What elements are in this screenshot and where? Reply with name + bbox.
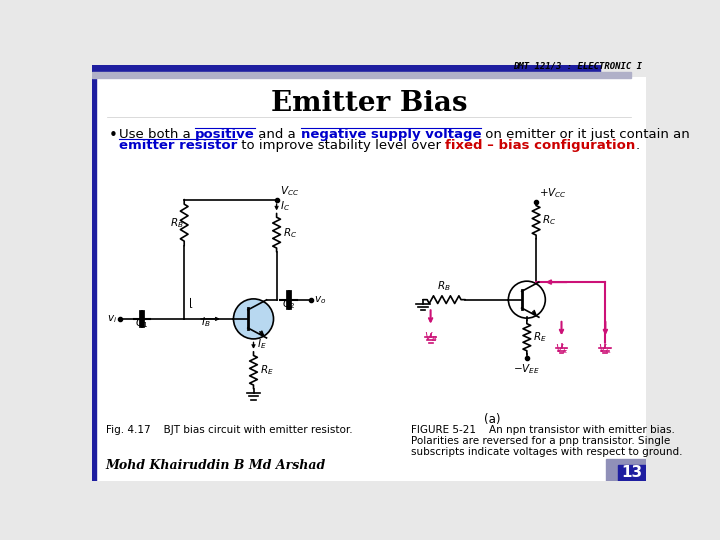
Text: $v_i$: $v_i$: [107, 313, 117, 325]
Text: DMT 121/3 : ELECTRONIC I: DMT 121/3 : ELECTRONIC I: [513, 62, 642, 71]
Text: and a: and a: [254, 128, 300, 141]
Text: $+V_{CC}$: $+V_{CC}$: [539, 186, 567, 200]
Text: $R_E$: $R_E$: [533, 330, 546, 344]
Text: subscripts indicate voltages with respect to ground.: subscripts indicate voltages with respec…: [411, 447, 683, 457]
Bar: [618, 465, 647, 481]
Text: FIGURE 5-21    An npn transistor with emitter bias.: FIGURE 5-21 An npn transistor with emitt…: [411, 425, 675, 435]
Text: $I_B$: $I_B$: [201, 315, 211, 329]
Text: $V_B$: $V_B$: [424, 330, 438, 345]
Bar: [92, 72, 631, 78]
Text: $I_E$: $I_E$: [256, 337, 266, 351]
Text: •: •: [109, 128, 117, 143]
Text: $R_C$: $R_C$: [283, 226, 297, 240]
Text: .: .: [636, 139, 639, 152]
Text: $v_o$: $v_o$: [315, 294, 327, 306]
Text: $R_B$: $R_B$: [437, 280, 451, 293]
Text: negative supply voltage: negative supply voltage: [300, 128, 481, 141]
Text: Fig. 4.17    BJT bias circuit with emitter resistor.: Fig. 4.17 BJT bias circuit with emitter …: [106, 425, 352, 435]
Text: Use both a: Use both a: [119, 128, 194, 141]
Text: $C_1$: $C_1$: [135, 316, 148, 330]
Text: emitter resistor: emitter resistor: [119, 139, 237, 152]
Bar: [606, 459, 647, 481]
Text: $I_C$: $I_C$: [279, 199, 289, 213]
Text: fixed – bias configuration: fixed – bias configuration: [445, 139, 636, 152]
Text: Polarities are reversed for a pnp transistor. Single: Polarities are reversed for a pnp transi…: [411, 436, 670, 446]
Text: $V_C$: $V_C$: [598, 342, 613, 356]
Text: $V_{CC}$: $V_{CC}$: [279, 184, 299, 198]
Bar: [92, 65, 96, 481]
Text: $R_E$: $R_E$: [260, 363, 274, 377]
Text: to improve stability level over: to improve stability level over: [237, 139, 445, 152]
Text: positive: positive: [194, 128, 254, 141]
Text: 13: 13: [621, 465, 642, 481]
Text: $\lfloor$: $\lfloor$: [188, 296, 194, 310]
Bar: [92, 65, 600, 72]
Text: (a): (a): [484, 413, 500, 426]
Text: Emitter Bias: Emitter Bias: [271, 90, 467, 117]
Text: on emitter or it just contain an: on emitter or it just contain an: [481, 128, 690, 141]
Circle shape: [233, 299, 274, 339]
Text: $V_E$: $V_E$: [554, 342, 568, 356]
Text: $R_B$: $R_B$: [171, 216, 184, 229]
Text: $R_C$: $R_C$: [542, 213, 557, 227]
Text: Mohd Khairuddin B Md Arshad: Mohd Khairuddin B Md Arshad: [106, 459, 326, 472]
Circle shape: [508, 281, 545, 318]
Text: $-V_{EE}$: $-V_{EE}$: [513, 362, 540, 376]
Text: $C_2$: $C_2$: [282, 298, 295, 312]
